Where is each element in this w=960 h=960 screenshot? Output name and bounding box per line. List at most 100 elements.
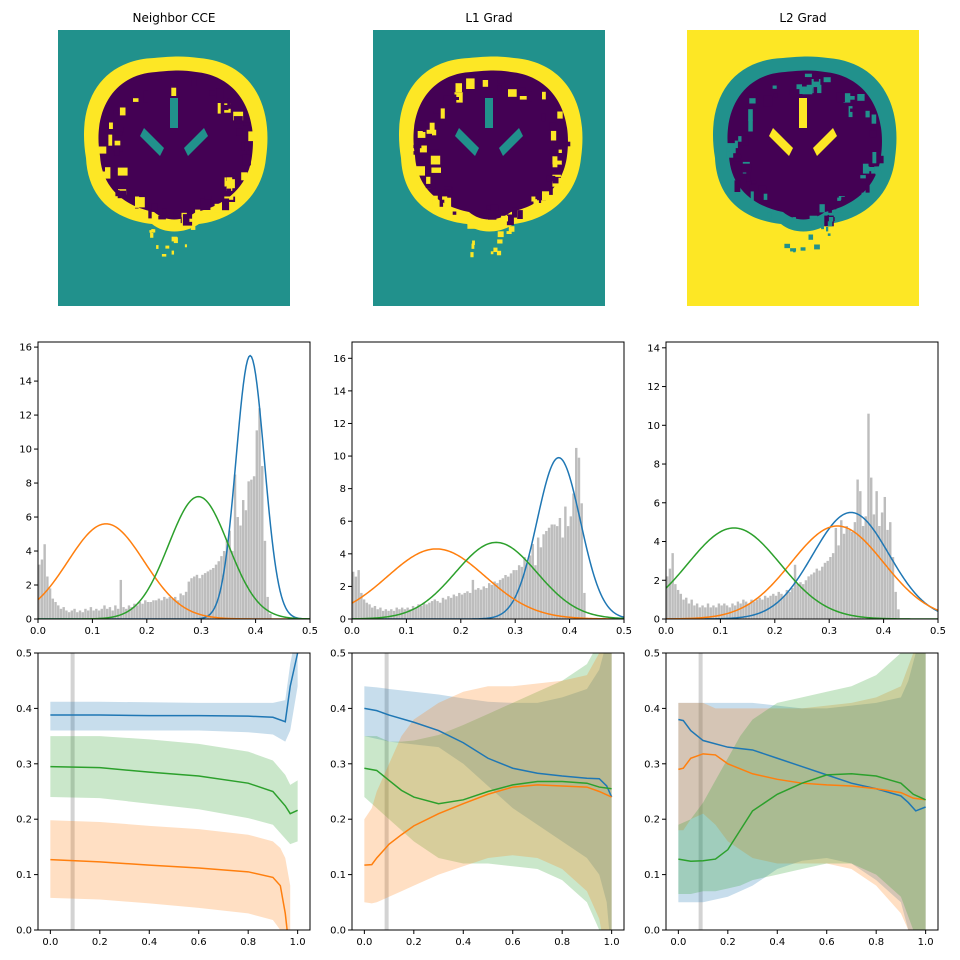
histogram-bar: [81, 612, 84, 619]
histogram-bar: [520, 566, 524, 619]
histogram-bar: [111, 610, 114, 619]
histogram-bar: [352, 571, 355, 619]
histogram-bar: [171, 598, 174, 619]
x-tick-label: 0.0: [42, 937, 58, 948]
histogram-bar: [517, 565, 521, 619]
y-tick-label: 0: [340, 615, 346, 626]
histogram-bar: [242, 500, 245, 619]
y-tick-label: 2: [26, 581, 32, 592]
y-tick-label: 10: [647, 421, 660, 432]
orange-mean-line: [50, 858, 288, 930]
y-tick-label: 0.4: [644, 704, 660, 715]
y-tick-label: 0.5: [16, 649, 32, 660]
y-tick-label: 0.2: [644, 815, 660, 826]
histogram-bar: [539, 547, 543, 619]
green-confidence-band: [678, 653, 926, 930]
y-tick-label: 6: [654, 498, 660, 509]
histogram-bar: [777, 591, 780, 619]
histogram-bar: [504, 575, 507, 619]
blue-gaussian-curve: [352, 456, 624, 619]
histogram-bar: [488, 583, 491, 619]
histogram-bar: [536, 537, 540, 619]
histogram-bar: [144, 600, 147, 619]
histogram-bar: [184, 591, 188, 619]
histogram-bar: [360, 592, 363, 619]
histogram-bar: [507, 576, 510, 619]
histogram-bar: [138, 602, 142, 619]
histogram-bar: [782, 595, 786, 619]
histogram-bar: [791, 588, 794, 619]
histogram-bar: [676, 589, 680, 619]
histogram-bar: [201, 574, 204, 619]
histogram-bar: [119, 579, 123, 619]
x-tick-label: 0.3: [193, 626, 209, 637]
histogram-bar: [493, 581, 496, 619]
histogram-bar: [829, 557, 832, 619]
blue-confidence-band: [50, 653, 298, 742]
histogram-bar: [763, 595, 767, 619]
histogram-bar: [92, 610, 95, 619]
histogram-bar: [43, 544, 46, 619]
histogram-bar: [263, 540, 267, 619]
histogram-bar: [436, 601, 439, 619]
histogram-bar: [70, 610, 74, 619]
histogram-bar: [758, 597, 761, 619]
blue-gaussian-curve: [38, 354, 310, 619]
histogram-bar: [244, 510, 248, 619]
histogram-bar: [152, 600, 155, 619]
histogram-bar: [444, 599, 447, 619]
y-tick-label: 6: [26, 513, 32, 524]
histogram-bar: [206, 571, 210, 619]
histogram-bar: [706, 603, 710, 619]
density-chart-l1-grad: 0.0 0.1 0.2 0.3 0.4 0.5 0 2 4 6 8 10 12 14 16: [333, 341, 632, 637]
orange-mean-line: [364, 784, 612, 866]
y-tick-label: 12: [19, 411, 32, 422]
green-mean-line: [364, 767, 612, 805]
histogram-bar: [826, 560, 829, 619]
histogram-bar: [212, 568, 215, 619]
histogram-bar: [796, 584, 799, 619]
y-tick-label: 8: [340, 484, 346, 495]
y-tick-label: 16: [19, 343, 32, 354]
x-tick-label: 0.6: [505, 937, 521, 948]
y-tick-label: 0: [26, 615, 32, 626]
histogram-bar: [793, 564, 797, 619]
histogram-bar: [135, 605, 139, 619]
histogram-bar: [231, 551, 234, 619]
histogram-bar: [217, 561, 220, 619]
histogram-bar: [103, 605, 106, 619]
histogram-bar: [46, 576, 49, 619]
histogram-bar: [51, 598, 55, 619]
y-tick-label: 8: [26, 479, 32, 490]
histogram-bar: [714, 607, 718, 619]
histogram-bar: [542, 534, 545, 619]
histogram-bar: [566, 526, 570, 619]
x-tick-label: 1.0: [918, 937, 934, 948]
histogram-bar: [526, 563, 529, 619]
y-tick-label: 14: [647, 343, 660, 354]
histogram-bar: [193, 576, 196, 619]
green-gaussian-curve: [352, 541, 624, 619]
histogram-bar: [474, 589, 477, 619]
histogram-bar: [233, 474, 237, 619]
histogram-bar: [447, 596, 450, 619]
x-tick-label: 0.0: [658, 626, 674, 637]
y-tick-label: 0.4: [16, 704, 32, 715]
histogram-bar: [261, 466, 264, 619]
histogram-bar: [384, 609, 388, 619]
histogram-bar: [477, 588, 480, 619]
histogram-bar: [114, 605, 117, 619]
histogram-bar: [512, 570, 515, 619]
y-tick-label: 0.2: [16, 815, 32, 826]
seg-title-l1-grad: L1 Grad: [465, 11, 512, 25]
density-chart-neighbor-cce: 0.0 0.1 0.2 0.3 0.4 0.5 0 2 4 6 8 10 12 14 16: [19, 341, 318, 637]
histogram-bar: [387, 610, 390, 619]
histogram-bar: [365, 602, 369, 619]
histogram-bar: [414, 607, 417, 619]
axes-frame: [37, 652, 311, 931]
histogram-bar: [583, 592, 586, 619]
histogram-bar: [666, 576, 669, 619]
histogram-bar: [687, 603, 691, 619]
histogram-bar: [130, 607, 133, 619]
histogram-bar: [106, 608, 109, 619]
